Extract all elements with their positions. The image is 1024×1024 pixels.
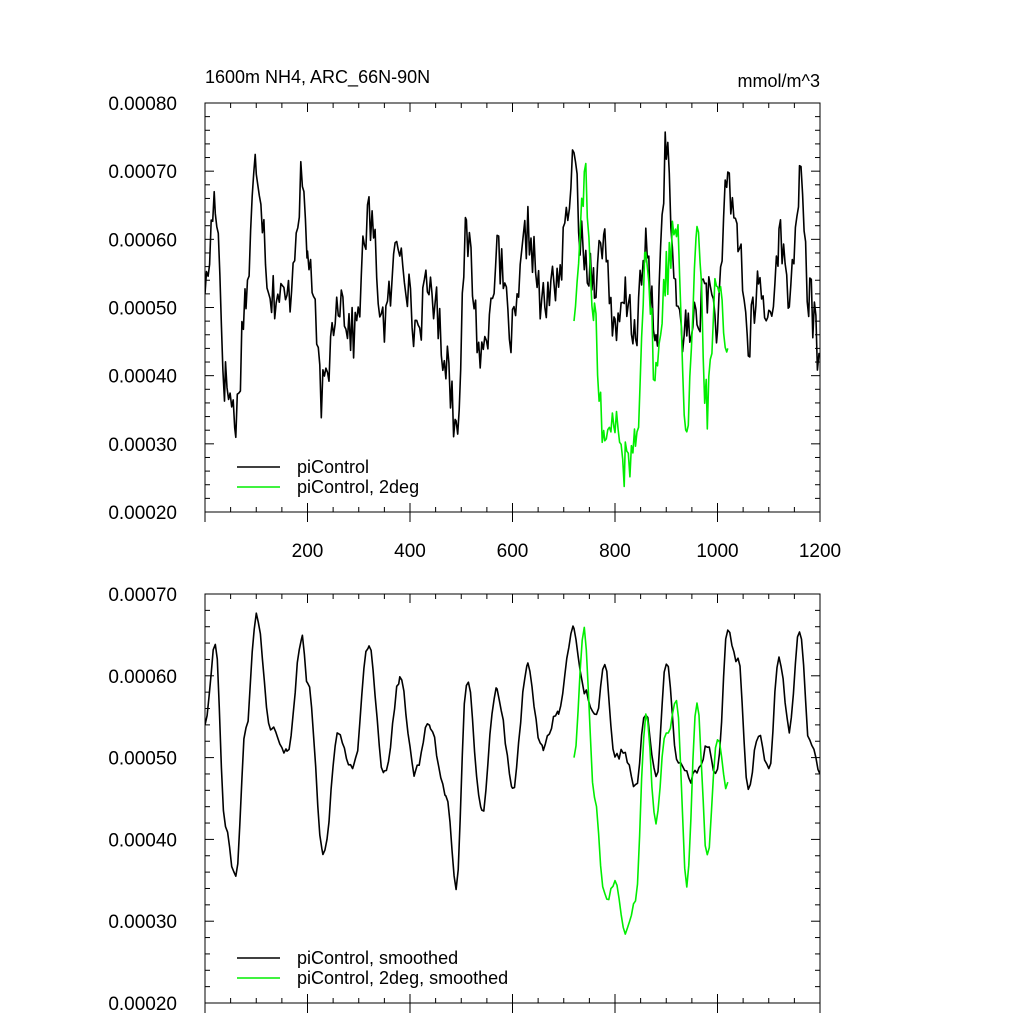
- legend-label: piControl, 2deg, smoothed: [297, 968, 508, 988]
- y-tick-label: 0.00020: [108, 994, 177, 1015]
- series-line-picontrol: [205, 131, 820, 439]
- x-tick-label: 1000: [696, 541, 738, 562]
- x-tick-label: 600: [497, 541, 529, 562]
- series-line-picontrol-2deg: [573, 626, 729, 935]
- y-tick-label: 0.00030: [108, 435, 177, 456]
- y-tick-label: 0.00080: [108, 94, 177, 115]
- plot-frame: [204, 102, 821, 513]
- plot-frame: [204, 593, 821, 1004]
- series-line-picontrol: [205, 612, 820, 891]
- y-tick-label: 0.00070: [108, 162, 177, 183]
- y-tick-label: 0.00050: [108, 299, 177, 320]
- top-panel: 0.00020 0.00030 0.00040 0.00050 0.00060 0.000…: [108, 67, 841, 562]
- legend-label: piControl, smoothed: [297, 948, 458, 968]
- y-tick-label: 0.00040: [108, 367, 177, 388]
- x-tick-label: 1200: [799, 541, 841, 562]
- bottom-panel: 0.00020 0.00030 0.00040 0.00050 0.00060 0.000…: [108, 585, 821, 1015]
- y-tick-label: 0.00040: [108, 830, 177, 851]
- legend-label: piControl, 2deg: [297, 477, 419, 497]
- units-label: mmol/m^3: [738, 71, 820, 91]
- series-line-picontrol-2deg: [573, 162, 729, 488]
- y-tick-label: 0.00070: [108, 585, 177, 606]
- x-tick-label: 200: [292, 541, 324, 562]
- x-tick-label: 400: [394, 541, 426, 562]
- y-tick-label: 0.00060: [108, 230, 177, 251]
- chart-title: 1600m NH4, ARC_66N-90N: [205, 67, 430, 88]
- y-tick-label: 0.00050: [108, 749, 177, 770]
- y-tick-label: 0.00030: [108, 912, 177, 933]
- y-tick-label: 0.00020: [108, 503, 177, 524]
- y-tick-label: 0.00060: [108, 667, 177, 688]
- x-tick-label: 800: [599, 541, 631, 562]
- legend-label: piControl: [297, 457, 369, 477]
